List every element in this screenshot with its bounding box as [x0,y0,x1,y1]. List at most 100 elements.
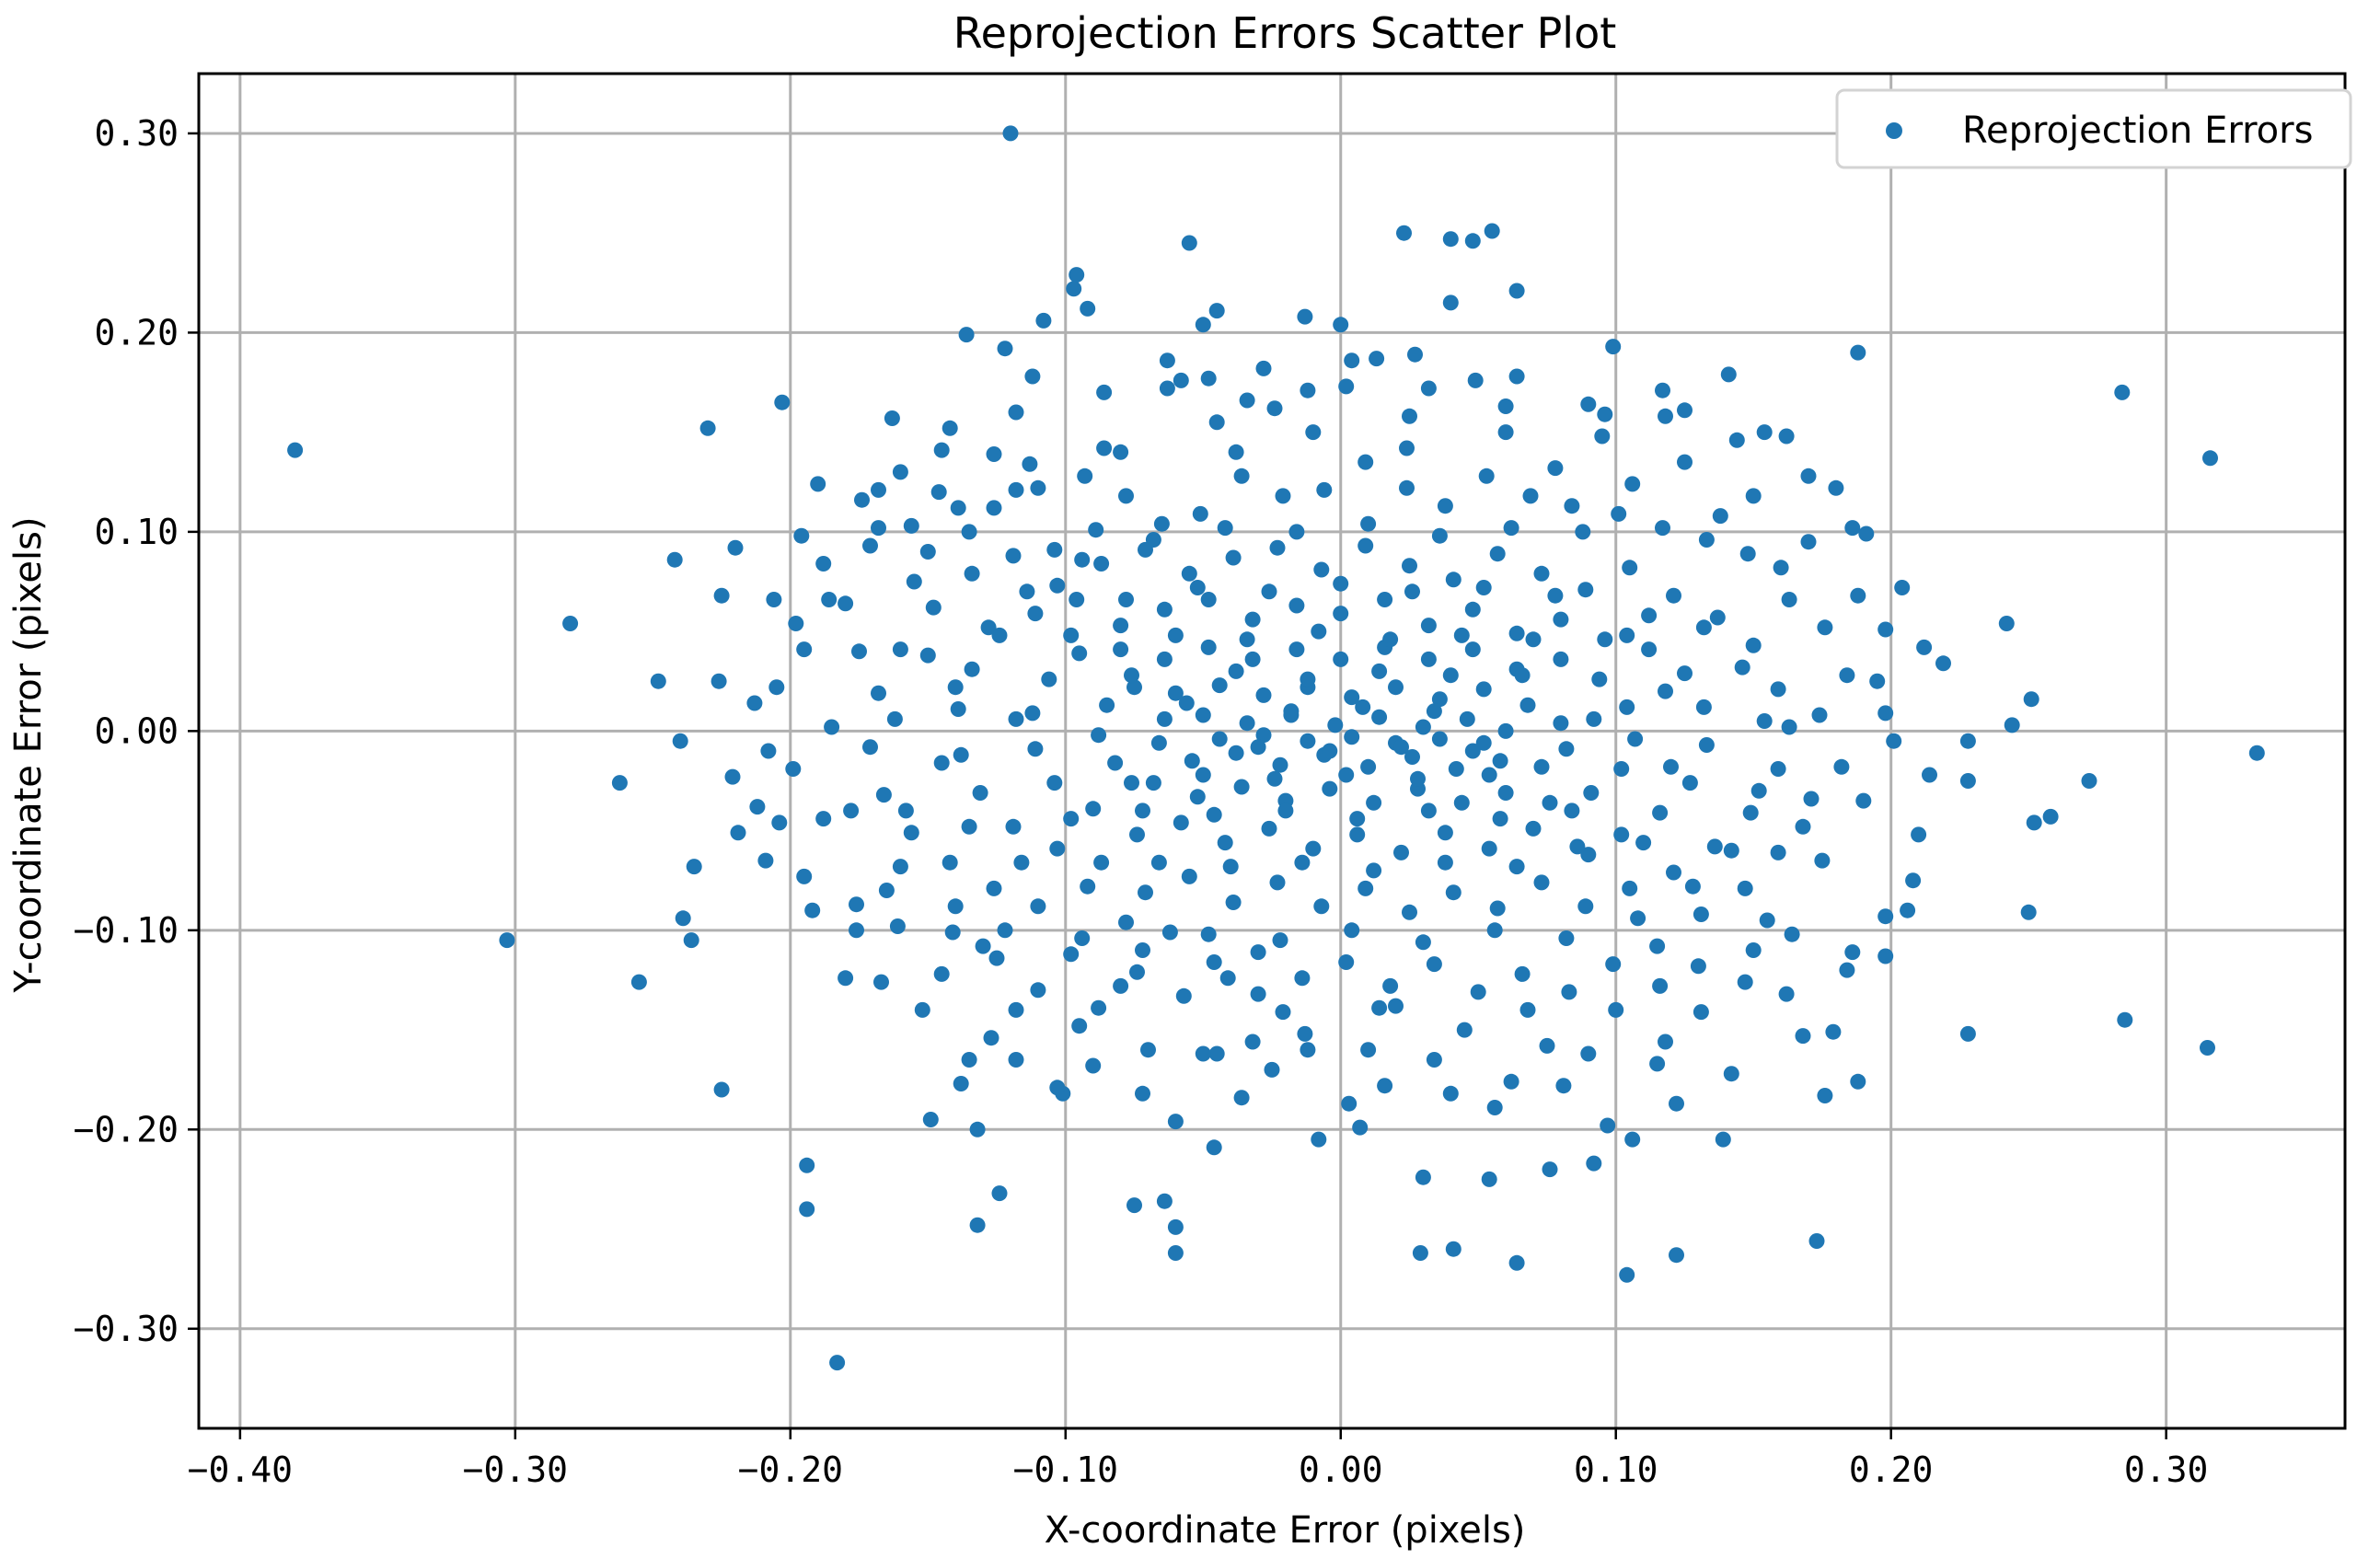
data-point-166 [1233,468,1250,484]
data-point-428 [1294,854,1311,871]
data-point-141 [1297,1025,1313,1042]
data-point-272 [1698,737,1715,753]
data-point-248 [1049,840,1066,857]
data-point-232 [1742,804,1759,821]
data-point-90 [961,1052,977,1068]
data-point-73 [1850,1073,1866,1090]
legend: Reprojection Errors [1835,88,2352,169]
data-point-26 [1080,300,1096,317]
data-point-116 [1407,346,1423,363]
data-point-292 [1071,645,1088,662]
data-point-470 [1371,663,1388,679]
data-point-349 [1371,709,1388,725]
data-point-368 [1456,1022,1473,1038]
data-point-518 [1300,1042,1316,1058]
data-point-309 [1542,794,1558,811]
data-point-206 [862,739,878,756]
data-point-60 [1126,1197,1142,1214]
data-point-538 [1344,352,1360,369]
data-point-258 [1156,601,1173,618]
data-point-33 [1442,231,1459,248]
data-point-346 [1239,715,1255,732]
data-point-510 [942,420,958,436]
data-point-261 [1288,597,1305,614]
data-point-450 [1349,811,1366,827]
data-point-97 [724,768,741,785]
data-point-285 [1173,814,1189,831]
data-point-174 [1564,498,1580,514]
data-point-376 [1850,587,1866,604]
data-point-522 [1580,1045,1597,1062]
data-point-390 [824,719,840,735]
data-point-130 [1877,948,1894,964]
data-point-106 [986,446,1002,462]
data-point-50 [2200,1040,2215,1056]
data-point-416 [1217,520,1233,537]
data-point-123 [1778,428,1795,445]
data-point-234 [1666,864,1681,881]
x-tick-label-7: 0.30 [2124,1449,2209,1490]
data-point-266 [1508,625,1525,641]
data-point-531 [1844,520,1861,537]
data-point-278 [1481,840,1497,857]
data-point-225 [1622,560,1638,576]
data-point-18 [666,551,683,568]
data-point-221 [1445,572,1462,588]
data-point-135 [1649,1056,1666,1072]
data-point-471 [1300,671,1316,687]
data-point-269 [1641,641,1658,658]
data-point-14 [683,932,699,949]
data-point-27 [1181,235,1197,251]
data-point-525 [1778,986,1795,1002]
data-point-30 [1297,308,1313,325]
data-point-295 [1200,639,1217,655]
data-point-196 [1250,944,1266,961]
data-point-117 [1467,372,1484,388]
data-point-242 [1313,898,1330,915]
data-point-547 [760,743,777,759]
data-point-139 [1426,1052,1442,1068]
data-point-310 [1497,785,1514,801]
data-point-402 [1558,930,1575,946]
data-point-489 [1795,818,1811,835]
data-point-218 [1313,561,1330,578]
data-point-435 [1658,683,1673,699]
data-point-65 [1959,773,1976,789]
data-point-536 [1508,368,1525,385]
data-point-2 [499,932,515,949]
data-point-395 [1063,946,1080,963]
data-point-155 [796,641,813,658]
data-point-340 [1272,756,1288,773]
data-point-414 [1360,515,1377,532]
data-point-275 [1613,826,1630,843]
data-point-500 [986,500,1002,516]
data-point-62 [1244,1034,1261,1050]
data-point-431 [1508,859,1525,875]
data-point-524 [1723,1066,1739,1082]
data-point-456 [1453,627,1470,643]
data-point-320 [1091,727,1107,744]
y-axis-ticks: −0.30 −0.20 −0.10 0.00 0.10 0.20 0.30 [74,113,199,1349]
data-point-173 [1522,488,1539,504]
data-point-298 [1333,651,1349,667]
data-point-467 [1481,767,1497,783]
data-point-492 [1519,1001,1536,1018]
data-point-397 [1200,926,1217,942]
data-point-38 [1605,339,1622,355]
data-point-52 [1619,1266,1635,1283]
data-point-80 [1586,1155,1602,1172]
data-point-280 [1393,844,1409,860]
data-point-40 [1850,344,1866,361]
data-point-153 [785,761,802,777]
data-point-360 [919,647,936,664]
data-point-12 [630,974,647,990]
x-tick-label-2: −0.20 [738,1449,843,1490]
data-point-464 [1266,770,1283,787]
data-point-502 [686,859,702,875]
data-point-515 [1135,1085,1150,1102]
data-point-21 [958,327,975,343]
data-point-424 [1013,854,1030,871]
data-point-85 [1311,1131,1327,1148]
data-point-488 [1811,707,1828,723]
data-point-240 [1402,904,1417,920]
